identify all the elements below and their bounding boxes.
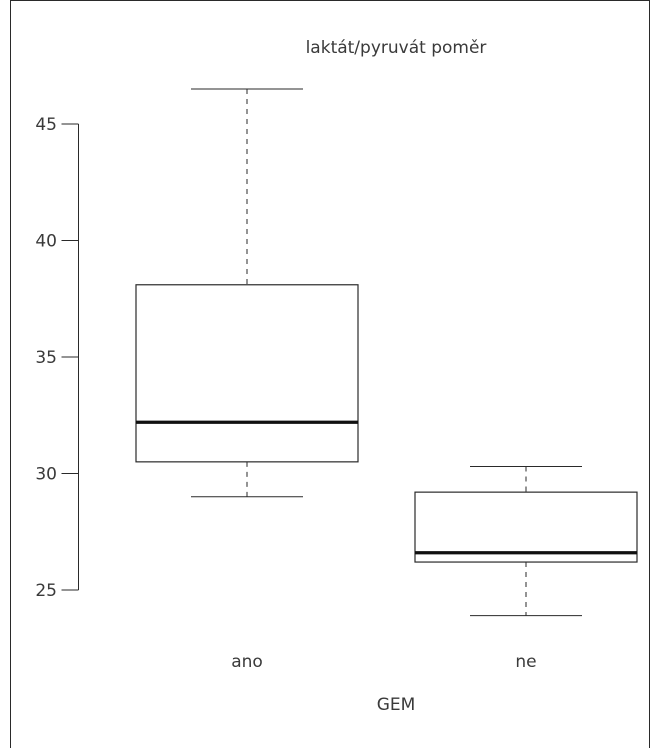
y-tick-label-30: 30 (35, 465, 57, 485)
box-ne (414, 466, 638, 617)
boxes (135, 88, 638, 617)
y-tick-label-25: 25 (35, 581, 57, 601)
x-tick-label-ne: ne (515, 652, 536, 672)
y-tick-label-40: 40 (35, 232, 57, 252)
y-tick-label-45: 45 (35, 115, 57, 135)
x-axis-labels: ano ne (231, 652, 536, 672)
y-axis: 25 30 35 40 45 (35, 115, 79, 601)
y-tick-label-35: 35 (35, 348, 57, 368)
iqr-box-ano (135, 284, 359, 463)
box-ano (135, 88, 359, 498)
x-tick-label-ano: ano (231, 652, 263, 672)
chart-title: laktát/pyruvát poměr (306, 38, 487, 58)
iqr-box-ne (414, 491, 638, 563)
x-axis-title: GEM (377, 695, 416, 715)
